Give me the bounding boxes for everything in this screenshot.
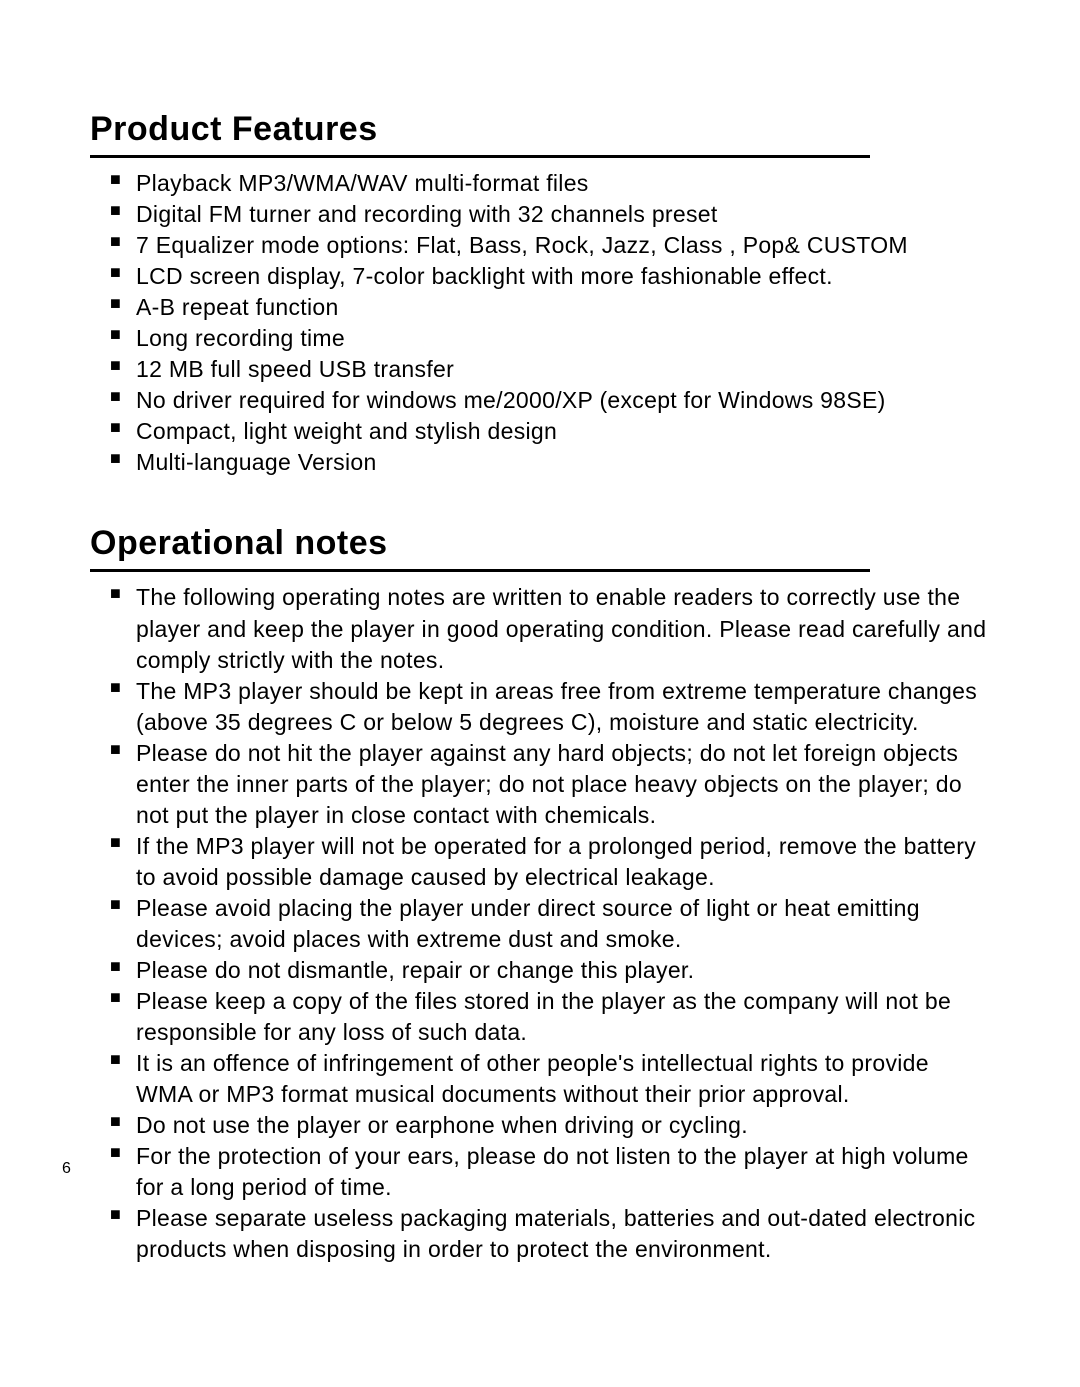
list-item: Do not use the player or earphone when d…	[110, 1110, 990, 1141]
list-item: It is an offence of infringement of othe…	[110, 1048, 990, 1110]
list-item: A-B repeat function	[110, 292, 990, 323]
list-item: Multi-language Version	[110, 447, 990, 478]
list-item: Playback MP3/WMA/WAV multi-format files	[110, 168, 990, 199]
heading-rule	[90, 569, 990, 572]
heading-product-features: Product Features	[90, 110, 990, 149]
list-item: LCD screen display, 7-color backlight wi…	[110, 261, 990, 292]
list-item: Digital FM turner and recording with 32 …	[110, 199, 990, 230]
list-item: Long recording time	[110, 323, 990, 354]
list-item: For the protection of your ears, please …	[110, 1141, 990, 1203]
heading-operational-notes: Operational notes	[90, 524, 990, 563]
list-item: Please do not dismantle, repair or chang…	[110, 955, 990, 986]
list-item: If the MP3 player will not be operated f…	[110, 831, 990, 893]
list-item: Please keep a copy of the files stored i…	[110, 986, 990, 1048]
list-item: Compact, light weight and stylish design	[110, 416, 990, 447]
page-body: Product Features Playback MP3/WMA/WAV mu…	[0, 0, 1080, 1334]
list-item: The following operating notes are writte…	[110, 582, 990, 675]
page-number: 6	[62, 1160, 71, 1178]
list-item: 7 Equalizer mode options: Flat, Bass, Ro…	[110, 230, 990, 261]
list-item: Please avoid placing the player under di…	[110, 893, 990, 955]
list-item: Please do not hit the player against any…	[110, 738, 990, 831]
page-container: { "page": { "number": "6", "text_color":…	[0, 0, 1080, 1387]
list-item: The MP3 player should be kept in areas f…	[110, 676, 990, 738]
list-item: No driver required for windows me/2000/X…	[110, 385, 990, 416]
list-product-features: Playback MP3/WMA/WAV multi-format files …	[90, 168, 990, 478]
list-item: 12 MB full speed USB transfer	[110, 354, 990, 385]
list-item: Please separate useless packaging materi…	[110, 1203, 990, 1265]
list-operational-notes: The following operating notes are writte…	[90, 582, 990, 1265]
heading-rule	[90, 155, 990, 158]
